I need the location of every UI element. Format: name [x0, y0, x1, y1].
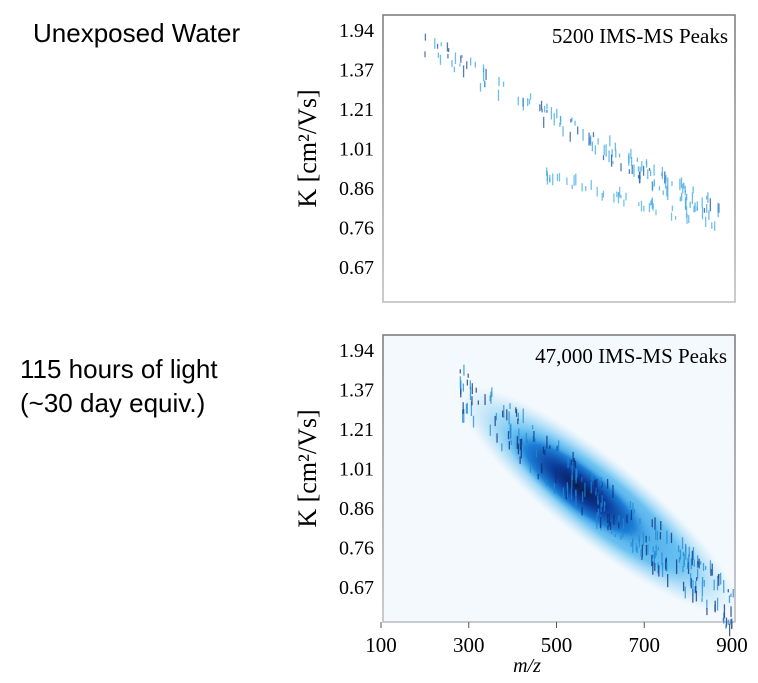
x-tick-label: 700: [629, 633, 661, 657]
x-axis-label: m/z: [513, 655, 541, 677]
panel-title: 115 hours of light: [20, 354, 218, 384]
panel-subtitle: (~30 day equiv.): [20, 388, 205, 418]
y-tick-label: 1.94: [339, 340, 374, 362]
y-axis-label: K [cm²/Vs]: [293, 89, 322, 207]
y-tick-label: 0.86: [339, 498, 374, 520]
x-tick-label: 900: [716, 633, 748, 657]
density-core: [503, 426, 657, 550]
y-tick-label: 1.37: [339, 60, 374, 82]
y-tick-label: 1.94: [339, 20, 374, 42]
panel-title: Unexposed Water: [33, 18, 240, 48]
y-tick-label: 0.76: [339, 538, 374, 560]
y-tick-label: 1.21: [339, 99, 374, 121]
panel: Unexposed Water 5200 IMS-MS Peaks K [cm²/V…: [33, 14, 736, 303]
y-axis-label: K [cm²/Vs]: [293, 409, 322, 527]
y-tick-label: 1.37: [339, 380, 374, 402]
y-tick-label: 0.86: [339, 178, 374, 200]
annotation: 47,000 IMS-MS Peaks: [535, 344, 727, 368]
y-tick-label: 1.21: [339, 419, 374, 441]
y-tick-label: 0.67: [339, 257, 374, 279]
x-tick-label: 500: [541, 633, 573, 657]
annotation: 5200 IMS-MS Peaks: [552, 24, 728, 48]
panel: 115 hours of light (~30 day equiv.) 47,000…: [20, 334, 748, 677]
y-tick-label: 0.67: [339, 577, 374, 599]
y-tick-label: 0.76: [339, 218, 374, 240]
x-tick-label: 300: [453, 633, 485, 657]
plot-area: [382, 14, 736, 303]
y-tick-label: 1.01: [339, 139, 374, 161]
x-tick-label: 100: [365, 633, 397, 657]
y-tick-label: 1.01: [339, 459, 374, 481]
